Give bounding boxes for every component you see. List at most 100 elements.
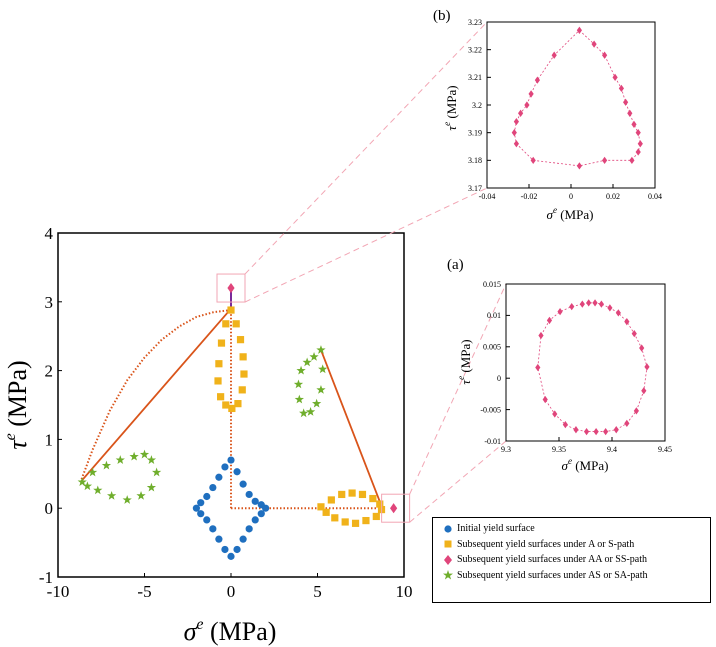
legend-item-initial: Initial yield surface xyxy=(439,521,704,537)
data-point xyxy=(524,101,530,109)
data-point xyxy=(227,456,235,464)
data-point xyxy=(215,535,223,543)
data-point xyxy=(612,73,618,81)
data-point xyxy=(592,299,598,307)
main-y-tick-label: 1 xyxy=(45,430,54,449)
inset-b-y-tick-label: 3.19 xyxy=(468,128,482,137)
data-point xyxy=(251,516,259,524)
data-point xyxy=(358,490,367,499)
zoom-connector-b xyxy=(244,21,488,275)
data-point xyxy=(369,494,377,503)
zoom-box-b xyxy=(216,273,246,303)
inset-b-frame xyxy=(486,21,656,189)
legend-item-aa-path: Subsequent yield surfaces under AA or SS… xyxy=(439,552,704,568)
data-point xyxy=(639,344,645,352)
data-point xyxy=(151,467,162,477)
data-point xyxy=(82,481,93,491)
data-point xyxy=(586,299,592,307)
data-point xyxy=(245,490,253,499)
data-point xyxy=(215,473,223,481)
square-marker-icon xyxy=(444,540,452,548)
main-x-tick-label: 5 xyxy=(313,582,322,601)
data-point xyxy=(227,552,235,560)
data-point xyxy=(233,468,241,476)
solid-loading-path xyxy=(320,349,384,509)
data-point xyxy=(107,490,117,500)
inset-b-x-tick-label: -0.02 xyxy=(521,192,538,201)
data-point xyxy=(635,148,641,156)
data-point xyxy=(227,283,235,294)
data-point xyxy=(615,309,621,317)
data-point xyxy=(542,395,548,404)
data-point xyxy=(583,427,590,436)
data-point xyxy=(262,504,270,512)
main-y-tick-label: 4 xyxy=(45,224,54,243)
data-point xyxy=(239,535,247,543)
inset-a-y-tick-label: -0.01 xyxy=(484,437,501,446)
dotted-loading-path xyxy=(79,309,232,483)
data-point xyxy=(129,451,139,461)
inset-a-x-tick-label: 9.3 xyxy=(501,445,511,454)
data-point xyxy=(546,316,553,325)
inset-a-x-tick-label: 9.35 xyxy=(552,445,566,454)
data-point xyxy=(635,129,641,137)
data-point xyxy=(613,426,619,434)
zoom-box-a xyxy=(381,493,411,523)
inset-a-data-points xyxy=(535,299,650,436)
loading-paths xyxy=(79,288,384,510)
data-point xyxy=(623,98,629,106)
inset-b-x-tick-label: 0 xyxy=(569,192,573,201)
data-point xyxy=(228,404,236,413)
data-point xyxy=(518,109,524,117)
data-point xyxy=(607,304,613,312)
inset-a-frame xyxy=(505,283,666,442)
data-point xyxy=(576,162,582,170)
legend-item-a-path: Subsequent yield surfaces under A or S-p… xyxy=(439,537,704,553)
data-point xyxy=(136,490,146,500)
data-point xyxy=(302,357,312,367)
data-point xyxy=(644,363,650,371)
data-point xyxy=(538,331,544,340)
inset-a-y-axis-label: τe (MPa) xyxy=(456,339,473,384)
data-point xyxy=(322,508,330,516)
data-point xyxy=(629,156,635,164)
data-point xyxy=(641,387,647,395)
zoom-connector-a xyxy=(409,440,507,523)
data-point xyxy=(299,408,309,418)
data-point xyxy=(203,516,211,524)
inset-a-ticks: 9.3 9.35 9.4 9.45 -0.01 -0.005 0 0.005 0.01 0.015 xyxy=(480,280,672,454)
inset-a-x-tick-label: 9.4 xyxy=(607,445,617,454)
data-point xyxy=(511,129,517,137)
data-point xyxy=(513,140,519,148)
data-point xyxy=(234,400,242,408)
inset-b-x-tick-label: -0.04 xyxy=(479,192,496,201)
data-point xyxy=(222,401,230,409)
inset-a-y-tick-label: 0 xyxy=(497,374,501,383)
data-point xyxy=(627,109,633,117)
data-point xyxy=(603,427,609,436)
data-point xyxy=(579,300,585,308)
data-point xyxy=(631,120,637,129)
data-point xyxy=(528,90,534,98)
data-point xyxy=(239,480,247,488)
inset-b-y-tick-label: 3.21 xyxy=(468,73,482,82)
data-point xyxy=(232,320,240,328)
data-point xyxy=(535,363,541,372)
data-point xyxy=(362,516,370,525)
data-point xyxy=(93,485,103,495)
data-point xyxy=(305,407,316,416)
solid-loading-path xyxy=(79,308,232,483)
inset-b-ticks: -0.04 -0.02 0 0.02 0.04 3.17 3.18 3.19 3.2 3.21 3.… xyxy=(468,18,662,201)
inset-a-y-tick-label: 0.015 xyxy=(483,280,501,289)
data-point xyxy=(245,525,253,533)
data-point xyxy=(239,353,247,361)
inset-b-y-tick-label: 3.2 xyxy=(472,101,482,110)
inset-a-y-tick-label: 0.01 xyxy=(487,311,501,320)
circle-marker-icon xyxy=(444,525,452,533)
data-point xyxy=(637,140,643,148)
data-point xyxy=(591,40,597,48)
main-x-tick-label: -10 xyxy=(47,582,70,601)
data-point xyxy=(146,455,157,464)
data-point xyxy=(317,503,325,511)
